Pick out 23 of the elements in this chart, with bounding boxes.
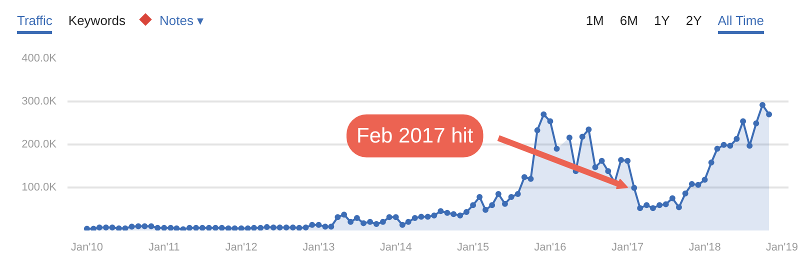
- text: Notes ▾: [159, 13, 204, 28]
- text: All Time: [718, 13, 764, 34]
- text: 1Y: [654, 13, 670, 28]
- text: 6M: [620, 13, 638, 28]
- x-tick-label: Jan'15: [457, 242, 490, 254]
- x-tick-label: Jan'17: [612, 242, 644, 254]
- x-tick-label: Jan'11: [148, 242, 180, 254]
- y-tick-label: 400.0K: [22, 52, 58, 64]
- x-tick-label: Jan'13: [302, 242, 335, 254]
- y-tick-label: 200.0K: [22, 138, 58, 150]
- y-tick-label: 100.0K: [22, 182, 58, 194]
- x-tick-label: Jan'12: [225, 242, 258, 254]
- x-tick-label: Jan'16: [534, 242, 566, 254]
- text: Keywords: [68, 13, 126, 28]
- text: 1M: [586, 13, 604, 28]
- text: 2Y: [686, 13, 702, 28]
- x-tick-label: Jan'19: [766, 242, 798, 254]
- x-tick-label: Jan'14: [380, 242, 412, 254]
- annotation: Feb 2017 hit: [356, 124, 474, 148]
- y-tick-label: 300.0K: [22, 96, 58, 108]
- text: Traffic: [17, 13, 52, 34]
- x-tick-label: Jan'18: [688, 242, 721, 254]
- x-tick-label: Jan'10: [70, 242, 103, 254]
